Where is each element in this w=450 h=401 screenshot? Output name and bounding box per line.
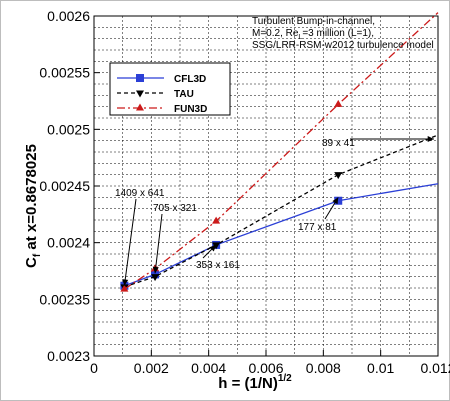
data-point-tau: [334, 172, 343, 180]
y-tick-label: 0.0026: [47, 8, 90, 24]
legend-box: [109, 62, 231, 116]
legend-label-fun3d: FUN3D: [174, 104, 207, 115]
annotation-arrowhead: [152, 266, 159, 274]
y-tick-label: 0.0025: [47, 121, 90, 137]
y-tick-label: 0.00245: [39, 178, 90, 194]
series-line-fun3d: [124, 12, 439, 290]
x-tick-label: 0.002: [134, 360, 169, 376]
y-tick-label: 0.00255: [39, 65, 90, 81]
annotation-arrow: [154, 213, 163, 274]
x-axis-label: h = (1/N)1/2: [218, 373, 292, 392]
annotation-arrowhead: [332, 197, 339, 205]
y-tick-label: 0.00235: [39, 291, 90, 307]
y-tick-label: 0.0023: [47, 348, 90, 364]
series-cfl3d: [120, 183, 439, 290]
annotation-arrowhead: [122, 279, 129, 286]
data-point-fun3d: [334, 99, 343, 107]
title-line-2: M=0.2, ReL=3 million (L=1),: [252, 28, 374, 41]
title-line-3: SSG/LRR-RSM-w2012 turbulence model: [252, 40, 434, 51]
x-tick-label: 0.01: [367, 360, 394, 376]
x-tick-label: 0.008: [306, 360, 341, 376]
legend: CFL3D TAU FUN3D: [109, 62, 231, 116]
annotation-arrowhead: [427, 135, 434, 143]
annotation-arrow: [123, 198, 137, 286]
axis-ticks: 0 0.002 0.004 0.006 0.008 0.01 0.012 0.0023 0.00…: [39, 8, 450, 376]
annotation-label: 705 x 321: [153, 203, 197, 214]
data-point-fun3d: [120, 284, 129, 292]
y-tick-label: 0.0024: [47, 235, 90, 251]
x-tick-label: 0.006: [248, 360, 283, 376]
x-tick-label: 0: [90, 360, 98, 376]
data-point-tau: [212, 242, 221, 250]
annotation-label: 89 x 41: [322, 138, 355, 149]
annotation-label: 177 x 81: [298, 222, 337, 233]
annotation-arrowhead: [209, 244, 217, 252]
data-point-tau: [151, 274, 160, 282]
annotations-group: 1409 x 641 705 x 321 353 x 161 177 x 81 89 x…: [115, 135, 434, 286]
data-point-fun3d: [212, 216, 221, 224]
annotation-label: 353 x 161: [196, 260, 240, 271]
annotation-label: 1409 x 641: [115, 188, 165, 199]
legend-marker-fun3d: [136, 103, 144, 111]
y-axis-label: Cf at x=0.8678025: [23, 144, 43, 268]
legend-label-tau: TAU: [174, 89, 194, 100]
x-tick-label: 0.004: [191, 360, 226, 376]
x-tick-label: 0.012: [420, 360, 450, 376]
legend-marker-tau: [136, 90, 144, 98]
legend-label-cfl3d: CFL3D: [174, 74, 206, 85]
legend-marker-cfl3d: [136, 74, 144, 82]
title-line-1: Turbulent Bump-in-channel,: [252, 16, 375, 27]
series-line-cfl3d: [124, 183, 439, 287]
chart-title: Turbulent Bump-in-channel, M=0.2, ReL=3 …: [252, 16, 434, 51]
